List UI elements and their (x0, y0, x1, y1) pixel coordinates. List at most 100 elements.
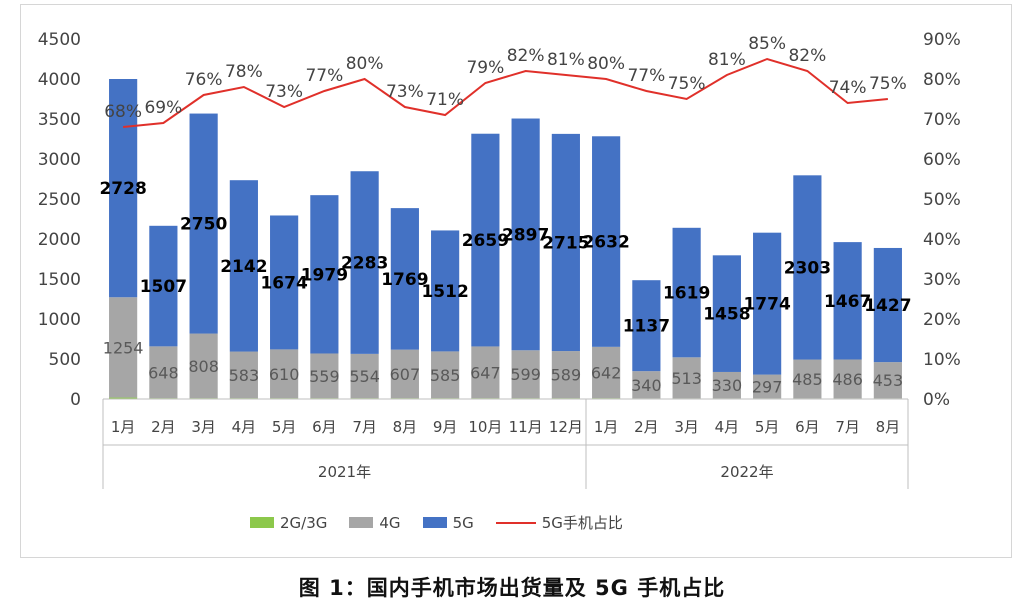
x-tick-label: 4月 (232, 418, 257, 436)
x-tick-label: 7月 (835, 418, 860, 436)
data-label-5g: 2728 (99, 179, 146, 199)
bar-4g (632, 371, 661, 399)
bar-4g (431, 351, 460, 399)
bar-5g (551, 133, 580, 352)
x-tick-label: 10月 (468, 418, 502, 436)
legend-item-5g-share: 5G手机占比 (495, 512, 623, 533)
data-label-5g-share: 80% (346, 54, 384, 74)
y-left-tick-label: 0 (70, 390, 81, 410)
figure-caption: 图 1：国内手机市场出货量及 5G 手机占比 (298, 576, 726, 600)
bar-4g (471, 346, 500, 399)
data-label-5g-share: 81% (708, 50, 746, 70)
x-tick-label: 11月 (509, 418, 543, 436)
bar-5g (390, 208, 419, 350)
bar-4g (793, 359, 822, 399)
data-label-4g: 642 (591, 364, 622, 383)
data-label-5g-share: 75% (869, 74, 907, 94)
data-label-4g: 589 (551, 366, 582, 385)
data-label-5g-share: 73% (386, 82, 424, 102)
x-tick-label: 7月 (352, 418, 377, 436)
data-label-5g: 2715 (542, 233, 589, 253)
y-left-tick-label: 2000 (38, 230, 81, 250)
legend-label-5g: 5G (452, 513, 474, 532)
data-label-5g: 1674 (260, 273, 307, 293)
bar-5g (310, 195, 339, 354)
bar-4g (712, 371, 741, 399)
data-label-5g-share: 76% (185, 70, 223, 90)
data-label-5g: 2142 (220, 257, 267, 277)
bar-4g (511, 350, 540, 399)
data-label-4g: 330 (712, 376, 743, 395)
bar-5g (793, 175, 822, 360)
legend-swatch-2g3g (250, 517, 274, 528)
y-left-tick-label: 1500 (38, 270, 81, 290)
data-label-4g: 648 (148, 363, 179, 382)
data-label-4g: 297 (752, 377, 783, 396)
x-tick-label: 9月 (433, 418, 458, 436)
legend-item-4g: 4G (349, 514, 401, 532)
data-label-4g: 453 (873, 371, 904, 390)
x-tick-label: 8月 (876, 418, 901, 436)
y-left-tick-label: 3000 (38, 150, 81, 170)
bar-4g (310, 353, 339, 399)
legend-swatch-4g (349, 517, 374, 528)
x-tick-label: 12月 (549, 418, 583, 436)
x-tick-label: 5月 (272, 418, 297, 436)
data-label-5g-share: 73% (265, 82, 303, 102)
data-label-4g: 1254 (103, 338, 144, 357)
y-right-tick-label: 20% (923, 310, 961, 330)
y-left-tick-label: 1000 (38, 310, 81, 330)
group-label: 2022年 (720, 463, 773, 481)
x-tick-label: 8月 (393, 418, 418, 436)
chart-frame: 0 500 1000 1500 2000 2500 3000 3500 4000 4500 0% 10… (20, 4, 1012, 558)
bar-4g (149, 346, 178, 399)
x-tick-label: 3月 (191, 418, 216, 436)
data-label-5g: 1467 (824, 292, 871, 312)
bar-4g (109, 297, 138, 398)
data-label-5g-share: 82% (788, 46, 826, 66)
bar-4g (189, 333, 218, 399)
bar-4g (833, 359, 862, 399)
data-label-5g: 1774 (743, 295, 790, 315)
data-label-5g: 2303 (784, 258, 831, 278)
bar-4g (592, 346, 621, 399)
y-right-tick-label: 50% (923, 190, 961, 210)
data-label-5g: 2659 (462, 231, 509, 251)
data-label-5g: 1137 (623, 317, 670, 337)
bar-5g (833, 242, 862, 360)
y-right-tick-label: 60% (923, 150, 961, 170)
y-right-tick-label: 0% (923, 390, 950, 410)
data-label-4g: 585 (430, 366, 461, 385)
data-label-5g: 2750 (180, 215, 227, 235)
data-label-5g-share: 77% (305, 66, 343, 86)
bar-4g (672, 357, 701, 399)
data-label-5g-share: 68% (104, 102, 142, 122)
data-label-5g: 1619 (663, 284, 710, 304)
x-tick-label: 1月 (111, 418, 136, 436)
legend-label-2g3g: 2G/3G (280, 513, 328, 532)
legend-label-5g-share: 5G手机占比 (541, 514, 623, 532)
data-label-4g: 485 (792, 370, 823, 389)
bar-5g (712, 255, 741, 372)
data-label-4g: 599 (510, 365, 541, 384)
data-label-5g-share: 79% (466, 58, 504, 78)
data-label-5g-share: 71% (426, 90, 464, 110)
bar-4g (753, 374, 782, 399)
bar-4g (350, 353, 379, 399)
data-label-5g: 1979 (301, 265, 348, 285)
legend: 2G/3G 4G 5G 5G手机占比 (250, 512, 623, 533)
y-left-tick-label: 500 (49, 350, 81, 370)
data-label-4g: 340 (631, 376, 662, 395)
data-label-5g-share: 80% (587, 54, 625, 74)
y-left-tick-label: 4000 (38, 70, 81, 90)
bar-4g (270, 349, 299, 399)
data-label-5g-share: 75% (668, 74, 706, 94)
data-label-4g: 610 (269, 365, 300, 384)
data-label-4g: 554 (349, 367, 380, 386)
data-label-4g: 583 (229, 366, 260, 385)
bar-5g (189, 113, 218, 334)
y-left-tick-label: 4500 (38, 30, 81, 50)
y-left-tick-label: 3500 (38, 110, 81, 130)
legend-item-2g3g: 2G/3G (250, 514, 327, 532)
bar-5g (471, 133, 500, 347)
